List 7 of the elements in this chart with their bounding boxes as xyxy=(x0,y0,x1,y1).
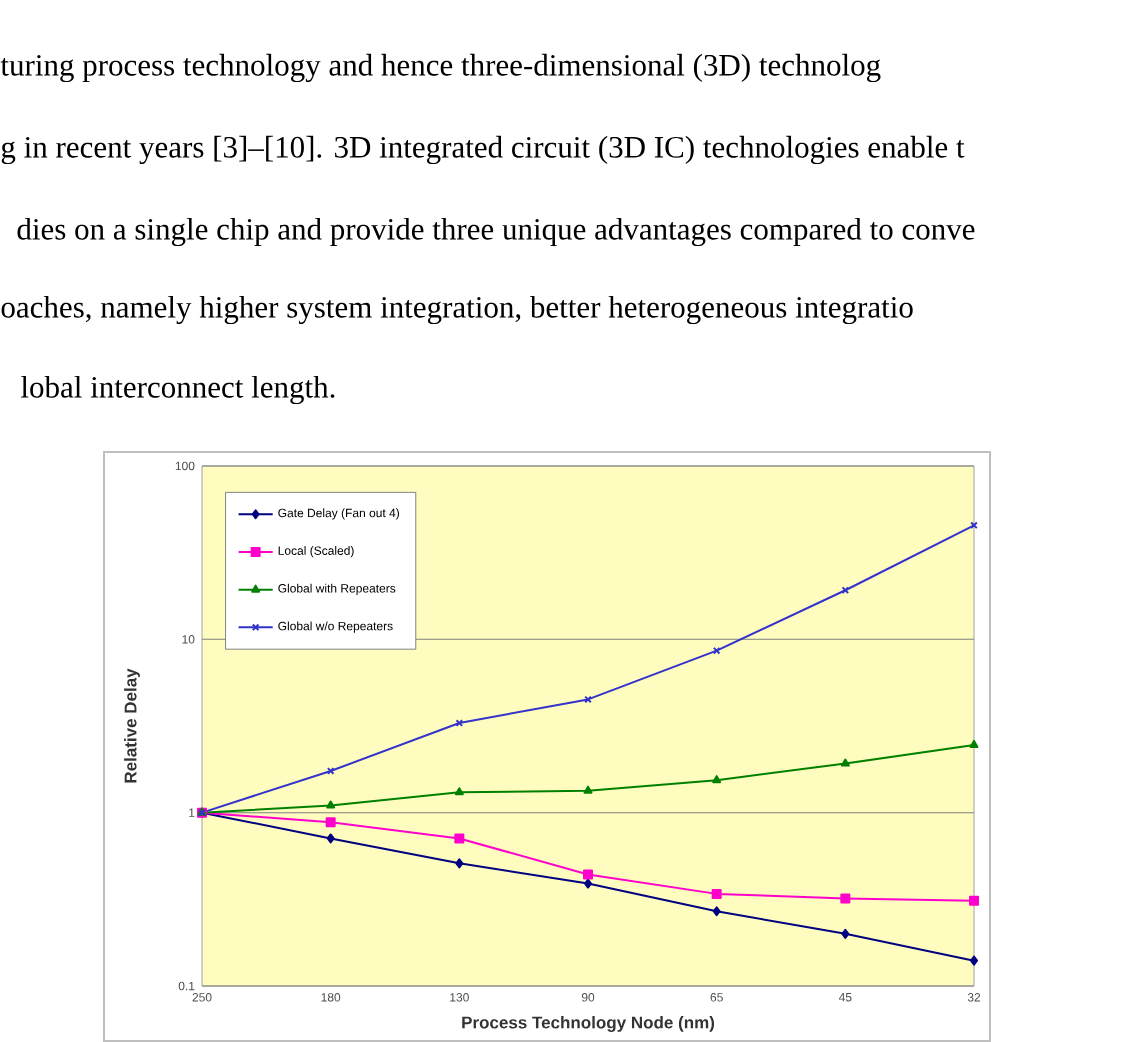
text: turing process technology and hence three-dimensional (3D) technolog xyxy=(0,53,881,83)
text: lobal interconnect length. xyxy=(21,375,335,405)
y-axis-title: Relative Delay xyxy=(124,668,140,783)
text: g in recent years [3]–[10]. 3D integrated circuit (3D IC) technologies enable t xyxy=(1,135,965,165)
text: dies on a single chip and provide three unique advantages compared to conve xyxy=(17,217,975,247)
text: oaches, namely higher system integration, better heterogeneous integratio xyxy=(1,295,913,325)
x-axis-title: Process Technology Node (nm) xyxy=(462,1016,715,1032)
